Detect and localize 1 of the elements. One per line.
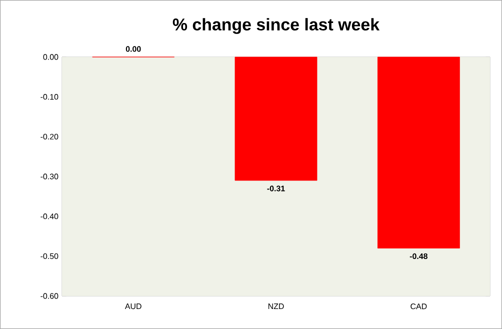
chart-title: % change since last week (172, 18, 380, 34)
